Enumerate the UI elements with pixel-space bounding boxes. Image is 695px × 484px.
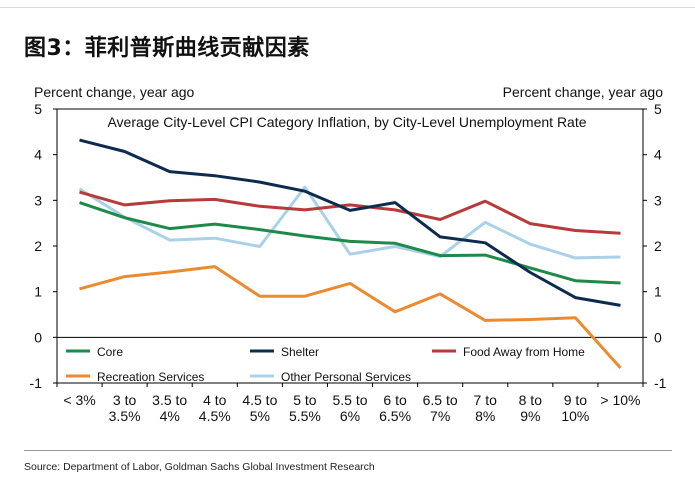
series-line-food-away-from-home — [79, 190, 621, 235]
top-rule — [0, 7, 695, 8]
legend-label-core: Core — [97, 345, 123, 359]
y-tick-label-left: 2 — [34, 238, 42, 254]
y-tick-label-left: 4 — [34, 147, 42, 163]
series-line-recreation-services — [79, 265, 622, 369]
y-tick-label-left: -1 — [30, 375, 43, 391]
y-tick-label-left: 5 — [34, 101, 42, 117]
y-tick-label-left: 0 — [34, 329, 42, 345]
y-tick-label-right: 1 — [654, 284, 662, 300]
series-line-core — [79, 201, 621, 285]
legend-label-food-away-from-home: Food Away from Home — [463, 345, 585, 359]
source-note: Source: Department of Labor, Goldman Sac… — [24, 461, 375, 473]
y-tick-label-right: 2 — [654, 238, 662, 254]
x-tick-label: 4 to 4.5% — [199, 392, 231, 424]
legend-label-recreation-services: Recreation Services — [97, 370, 204, 384]
x-tick-label: 3 to 3.5% — [109, 392, 141, 424]
x-tick-label: 4.5 to 5% — [242, 392, 277, 424]
y-tick-label-left: 3 — [34, 192, 42, 208]
x-tick-label: 6.5 to 7% — [423, 392, 458, 424]
x-tick-label: 7 to 8% — [474, 392, 498, 424]
plot-frame — [56, 108, 644, 384]
series-line-shelter — [79, 138, 621, 307]
x-tick-label: 5.5 to 6% — [332, 392, 367, 424]
source-rule — [24, 450, 672, 451]
chart-title: Average City-Level CPI Category Inflatio… — [107, 114, 586, 130]
x-tick-label: > 10% — [600, 392, 640, 408]
y-tick-label-right: 0 — [654, 329, 662, 345]
y-tick-label-right: -1 — [654, 375, 667, 391]
y-tick-label-right: 4 — [654, 147, 662, 163]
x-tick-label: 5 to 5.5% — [289, 392, 321, 424]
x-tick-label: 8 to 9% — [519, 392, 543, 424]
y-axis-left-label: Percent change, year ago — [34, 84, 195, 100]
legend-label-shelter: Shelter — [281, 345, 319, 359]
y-tick-label-right: 5 — [654, 101, 662, 117]
series-line-other-personal-services — [78, 185, 621, 260]
legend-label-other-personal-services: Other Personal Services — [281, 370, 411, 384]
x-tick-label: 9 to 10% — [561, 392, 589, 424]
x-tick-label: 3.5 to 4% — [152, 392, 187, 424]
y-tick-label-left: 1 — [34, 284, 42, 300]
figure-title: 图3：菲利普斯曲线贡献因素 — [24, 36, 310, 61]
x-tick-label: < 3% — [63, 392, 95, 408]
y-tick-label-right: 3 — [654, 192, 662, 208]
y-axis-right-label: Percent change, year ago — [503, 84, 664, 100]
x-tick-label: 6 to 6.5% — [379, 392, 411, 424]
